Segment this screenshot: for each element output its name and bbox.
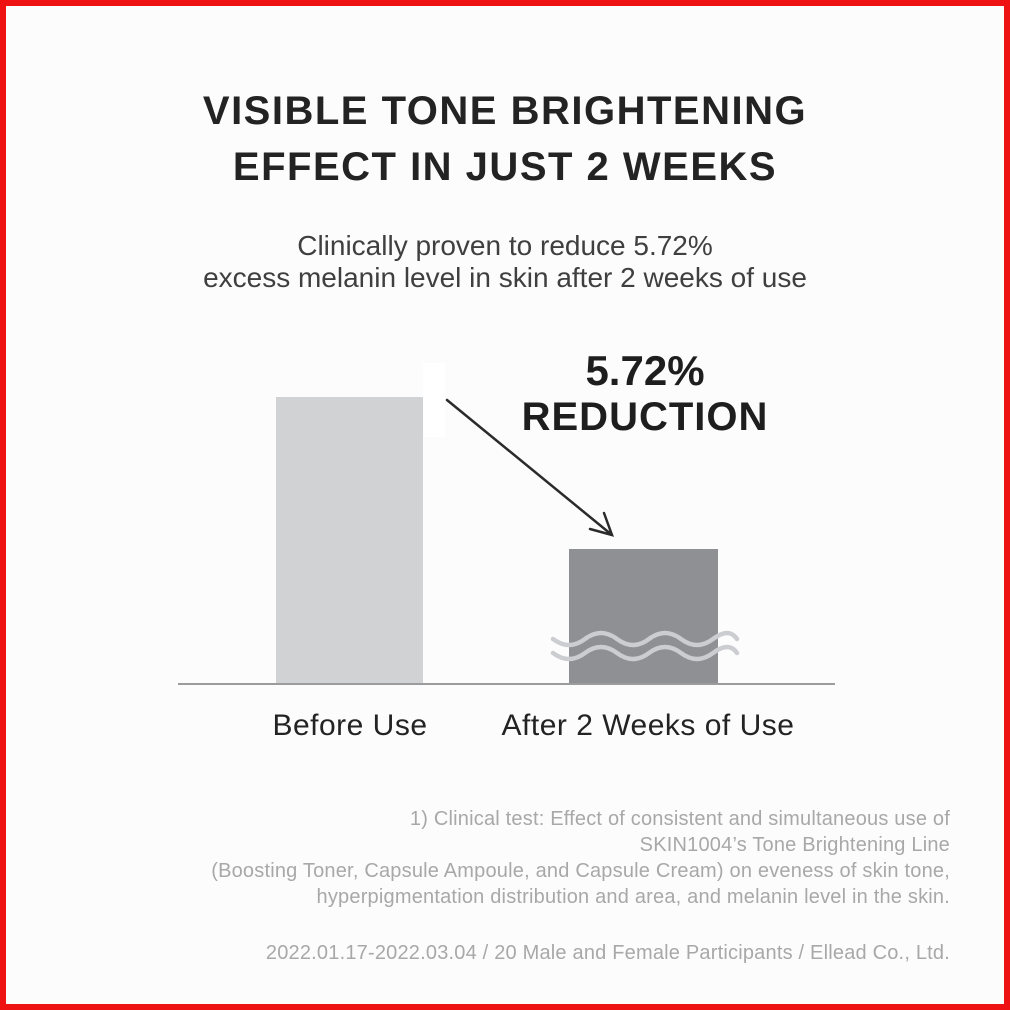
- bar-highlight-notch: [423, 363, 445, 437]
- footnote-line-2: SKIN1004’s Tone Brightening Line: [639, 834, 950, 856]
- footnote-line-3: (Boosting Toner, Capsule Ampoule, and Ca…: [211, 860, 950, 882]
- label-before-use: Before Use: [272, 709, 428, 742]
- reduction-callout: 5.72% REDUCTION: [460, 347, 830, 440]
- x-axis-baseline: [178, 683, 835, 685]
- clinical-test-footnote: 1) Clinical test: Effect of consistent a…: [190, 806, 950, 910]
- title-line-2: EFFECT IN JUST 2 WEEKS: [232, 145, 778, 189]
- axis-break-waves-icon: [550, 630, 740, 662]
- subtitle: Clinically proven to reduce 5.72% excess…: [6, 230, 1004, 294]
- page-title: VISIBLE TONE BRIGHTENING EFFECT IN JUST …: [6, 83, 1004, 195]
- reduction-value: 5.72%: [585, 347, 705, 394]
- wave-line-bottom: [550, 644, 740, 662]
- subtitle-line-2: excess melanin level in skin after 2 wee…: [203, 262, 807, 293]
- footnote-line-4: hyperpigmentation distribution and area,…: [316, 886, 950, 908]
- footnote-line-1: 1) Clinical test: Effect of consistent a…: [409, 808, 950, 830]
- study-info: 2022.01.17-2022.03.04 / 20 Male and Fema…: [265, 942, 950, 964]
- wave-line-top: [550, 630, 740, 648]
- subtitle-line-1: Clinically proven to reduce 5.72%: [297, 230, 713, 261]
- reduction-arrow-icon: [445, 398, 614, 537]
- label-after-use: After 2 Weeks of Use: [501, 709, 795, 742]
- reduction-word: REDUCTION: [521, 395, 769, 439]
- arrow-path: [445, 398, 614, 537]
- title-line-1: VISIBLE TONE BRIGHTENING: [202, 89, 808, 133]
- bar-before-use: [276, 397, 423, 683]
